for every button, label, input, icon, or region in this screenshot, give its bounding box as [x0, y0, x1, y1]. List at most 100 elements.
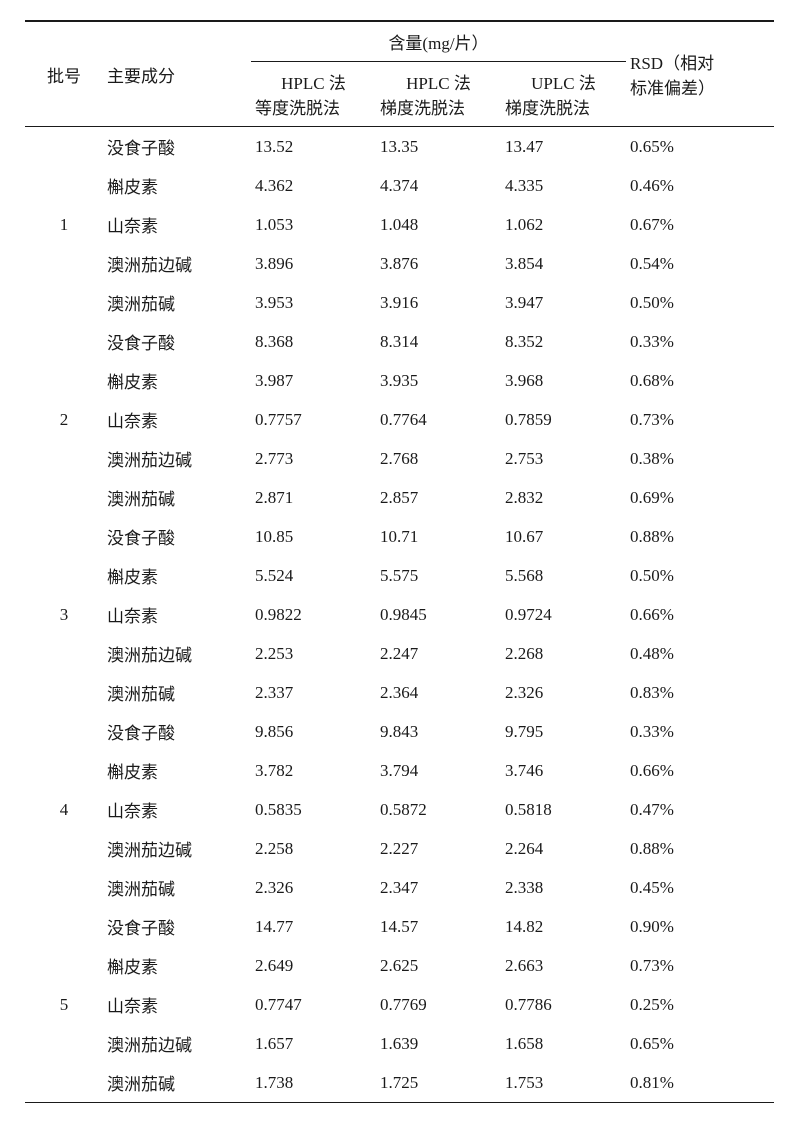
table-row: 澳洲茄碱3.9533.9163.9470.50% — [25, 283, 774, 322]
value-cell-method-3: 10.67 — [501, 517, 626, 556]
rsd-cell: 0.69% — [626, 478, 774, 517]
value-cell-method-3: 3.854 — [501, 244, 626, 283]
value-cell-method-1: 13.52 — [251, 127, 376, 167]
value-cell-method-2: 2.347 — [376, 868, 501, 907]
header-m1-l2: 等度洗脱法 — [255, 99, 340, 118]
table-row: 澳洲茄碱2.3262.3472.3380.45% — [25, 868, 774, 907]
value-cell-method-2: 14.57 — [376, 907, 501, 946]
rsd-cell: 0.66% — [626, 751, 774, 790]
value-cell-method-2: 2.247 — [376, 634, 501, 673]
batch-id-empty — [25, 478, 103, 517]
batch-id-cell: 3 — [25, 595, 103, 634]
batch-id-cell: 1 — [25, 205, 103, 244]
component-cell: 澳洲茄边碱 — [103, 439, 251, 478]
rsd-cell: 0.90% — [626, 907, 774, 946]
value-cell-method-3: 0.7859 — [501, 400, 626, 439]
table-row: 2山奈素0.77570.77640.78590.73% — [25, 400, 774, 439]
rsd-cell: 0.33% — [626, 712, 774, 751]
header-rsd: RSD（相对 标准偏差） — [626, 21, 774, 127]
rsd-cell: 0.48% — [626, 634, 774, 673]
component-cell: 槲皮素 — [103, 556, 251, 595]
value-cell-method-3: 2.663 — [501, 946, 626, 985]
component-cell: 澳洲茄碱 — [103, 478, 251, 517]
rsd-cell: 0.33% — [626, 322, 774, 361]
rsd-cell: 0.73% — [626, 946, 774, 985]
component-cell: 没食子酸 — [103, 322, 251, 361]
value-cell-method-1: 2.773 — [251, 439, 376, 478]
value-cell-method-2: 3.935 — [376, 361, 501, 400]
header-rsd-line2: 标准偏差） — [630, 79, 715, 98]
value-cell-method-1: 1.053 — [251, 205, 376, 244]
table-row: 没食子酸10.8510.7110.670.88% — [25, 517, 774, 556]
header-rsd-line1: RSD（相对 — [630, 54, 714, 73]
batch-id-empty — [25, 166, 103, 205]
batch-id-cell: 2 — [25, 400, 103, 439]
batch-id-empty — [25, 868, 103, 907]
value-cell-method-1: 14.77 — [251, 907, 376, 946]
batch-id-empty — [25, 517, 103, 556]
value-cell-method-2: 0.9845 — [376, 595, 501, 634]
table-row: 澳洲茄边碱2.7732.7682.7530.38% — [25, 439, 774, 478]
value-cell-method-2: 9.843 — [376, 712, 501, 751]
rsd-cell: 0.50% — [626, 283, 774, 322]
rsd-cell: 0.65% — [626, 1024, 774, 1063]
table-row: 没食子酸14.7714.5714.820.90% — [25, 907, 774, 946]
component-cell: 槲皮素 — [103, 946, 251, 985]
value-cell-method-1: 2.258 — [251, 829, 376, 868]
content-table: 批号 主要成分 含量(mg/片） RSD（相对 标准偏差） HPLC 法 等度洗… — [25, 20, 774, 1103]
component-cell: 山奈素 — [103, 400, 251, 439]
value-cell-method-2: 13.35 — [376, 127, 501, 167]
rsd-cell: 0.50% — [626, 556, 774, 595]
table-body: 没食子酸13.5213.3513.470.65%槲皮素4.3624.3744.3… — [25, 127, 774, 1103]
component-cell: 澳洲茄碱 — [103, 868, 251, 907]
table-row: 没食子酸8.3688.3148.3520.33% — [25, 322, 774, 361]
value-cell-method-1: 2.253 — [251, 634, 376, 673]
rsd-cell: 0.66% — [626, 595, 774, 634]
header-method-3: UPLC 法 梯度洗脱法 — [501, 62, 626, 127]
component-cell: 澳洲茄边碱 — [103, 829, 251, 868]
component-cell: 山奈素 — [103, 595, 251, 634]
table-row: 澳洲茄边碱2.2582.2272.2640.88% — [25, 829, 774, 868]
rsd-cell: 0.83% — [626, 673, 774, 712]
table-row: 没食子酸9.8569.8439.7950.33% — [25, 712, 774, 751]
table-row: 澳洲茄碱2.8712.8572.8320.69% — [25, 478, 774, 517]
batch-id-empty — [25, 1063, 103, 1103]
header-method-2: HPLC 法 梯度洗脱法 — [376, 62, 501, 127]
value-cell-method-1: 2.871 — [251, 478, 376, 517]
header-m3-l1: UPLC 法 — [505, 69, 622, 94]
value-cell-method-3: 1.062 — [501, 205, 626, 244]
batch-id-empty — [25, 829, 103, 868]
component-cell: 槲皮素 — [103, 361, 251, 400]
value-cell-method-2: 3.794 — [376, 751, 501, 790]
value-cell-method-2: 3.916 — [376, 283, 501, 322]
table-row: 槲皮素2.6492.6252.6630.73% — [25, 946, 774, 985]
header-m1-l1: HPLC 法 — [255, 69, 372, 94]
value-cell-method-3: 2.832 — [501, 478, 626, 517]
value-cell-method-3: 2.264 — [501, 829, 626, 868]
table-row: 槲皮素3.9873.9353.9680.68% — [25, 361, 774, 400]
rsd-cell: 0.67% — [626, 205, 774, 244]
table-row: 澳洲茄碱2.3372.3642.3260.83% — [25, 673, 774, 712]
rsd-cell: 0.88% — [626, 517, 774, 556]
component-cell: 澳洲茄边碱 — [103, 1024, 251, 1063]
value-cell-method-1: 1.657 — [251, 1024, 376, 1063]
header-batch: 批号 — [25, 21, 103, 127]
value-cell-method-3: 3.968 — [501, 361, 626, 400]
batch-id-empty — [25, 673, 103, 712]
value-cell-method-1: 0.9822 — [251, 595, 376, 634]
value-cell-method-2: 4.374 — [376, 166, 501, 205]
value-cell-method-1: 10.85 — [251, 517, 376, 556]
component-cell: 澳洲茄边碱 — [103, 634, 251, 673]
table-row: 3山奈素0.98220.98450.97240.66% — [25, 595, 774, 634]
value-cell-method-3: 1.658 — [501, 1024, 626, 1063]
value-cell-method-2: 0.7764 — [376, 400, 501, 439]
batch-id-empty — [25, 439, 103, 478]
rsd-cell: 0.81% — [626, 1063, 774, 1103]
value-cell-method-2: 1.048 — [376, 205, 501, 244]
value-cell-method-1: 3.953 — [251, 283, 376, 322]
header-component: 主要成分 — [103, 21, 251, 127]
batch-id-empty — [25, 712, 103, 751]
value-cell-method-3: 5.568 — [501, 556, 626, 595]
value-cell-method-2: 8.314 — [376, 322, 501, 361]
value-cell-method-1: 0.7747 — [251, 985, 376, 1024]
